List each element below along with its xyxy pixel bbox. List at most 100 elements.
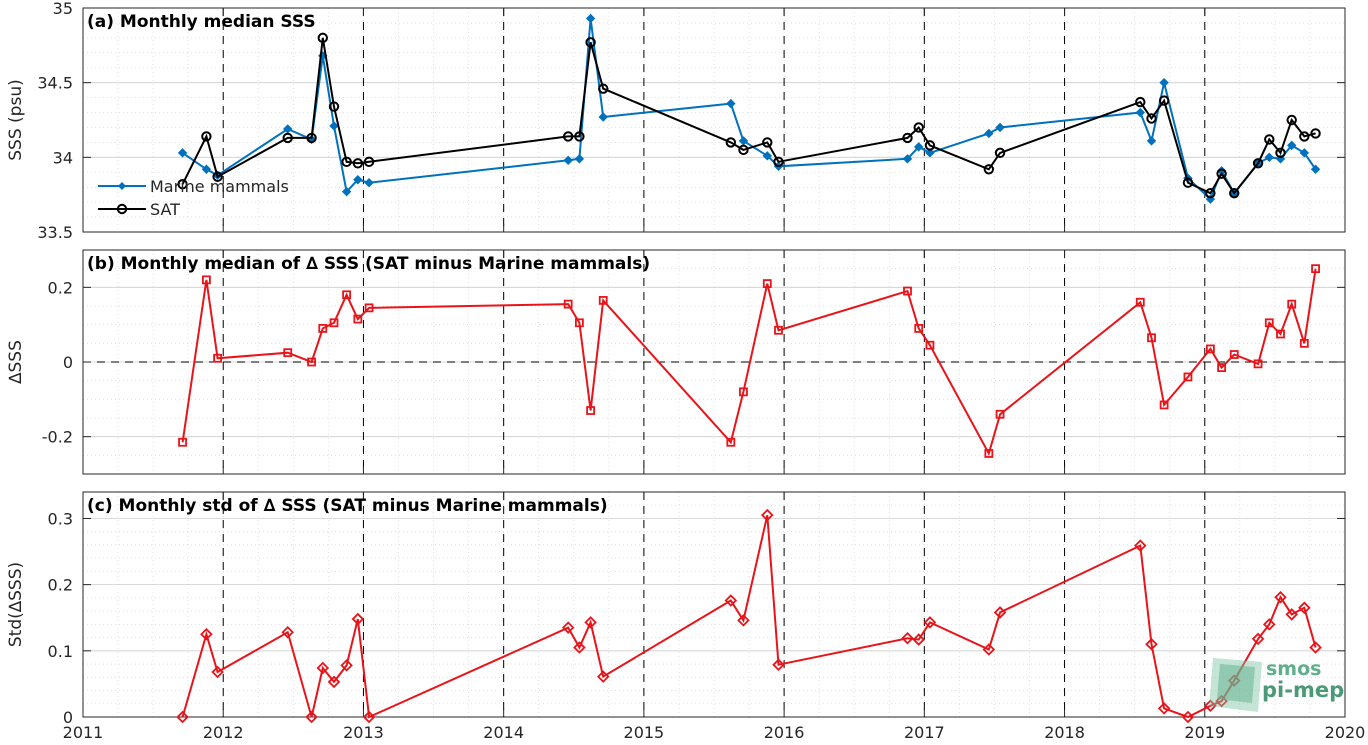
data-point: [351, 612, 365, 626]
logo-text-smos: smos: [1266, 658, 1321, 680]
axes-box: [82, 491, 1346, 718]
data-point: [213, 353, 223, 363]
data-point: [772, 658, 785, 671]
data-point: [902, 154, 913, 164]
data-point: [1276, 329, 1285, 339]
data-point: [317, 32, 328, 44]
data-point: [774, 325, 783, 335]
panel-title: (a) Monthly median SSS: [87, 12, 316, 32]
data-point: [903, 286, 912, 296]
data-point: [306, 132, 317, 144]
data-point: [177, 148, 188, 158]
y-axis-label: ∆SSS: [6, 340, 26, 385]
data-point: [352, 158, 364, 169]
legend-marker: [116, 203, 128, 215]
y-tick-label: 0: [63, 708, 73, 727]
y-tick-label: 0.1: [48, 642, 73, 661]
data-point: [994, 147, 1006, 159]
x-tick-label: 2015: [624, 723, 665, 742]
data-point: [1135, 96, 1146, 108]
data-point: [1182, 177, 1194, 188]
data-point: [739, 387, 748, 397]
y-tick-label: 0.3: [48, 509, 73, 528]
data-point: [762, 279, 772, 289]
data-point: [596, 670, 610, 683]
data-point: [1159, 77, 1169, 88]
data-point: [925, 340, 935, 350]
data-point: [1157, 702, 1171, 715]
y-tick-label: 35: [53, 0, 73, 18]
y-tick-label: -0.2: [42, 428, 73, 447]
data-point: [914, 142, 924, 152]
data-point: [318, 323, 328, 333]
data-point: [1181, 710, 1195, 724]
x-tick-label: 2016: [764, 723, 805, 742]
data-point: [1287, 299, 1297, 309]
legend-label: Marine mammals: [150, 177, 289, 196]
y-tick-label: 0.2: [48, 278, 73, 297]
data-point: [176, 710, 189, 724]
legend: Marine mammals SAT: [98, 177, 289, 219]
data-point: [316, 661, 330, 675]
series-line: [181, 37, 1316, 195]
data-point: [200, 628, 213, 641]
logo-text-pi-mep: pi-mep: [1262, 678, 1344, 702]
data-point: [1205, 187, 1216, 199]
data-point: [282, 132, 293, 144]
data-point: [913, 122, 924, 133]
data-point: [914, 323, 924, 333]
data-point: [1252, 158, 1264, 169]
data-point: [738, 144, 749, 156]
data-point: [1298, 601, 1311, 615]
data-point: [574, 318, 584, 328]
data-point: [1251, 632, 1265, 646]
data-point: [762, 151, 772, 161]
data-point: [585, 37, 596, 48]
data-point: [1204, 699, 1217, 713]
x-tick-label: 2020: [1325, 723, 1366, 742]
data-point: [363, 156, 375, 168]
panel-title: (c) Monthly std of ∆ SSS (SAT minus Mari…: [87, 496, 608, 516]
data-point: [353, 314, 363, 324]
data-point: [995, 122, 1005, 133]
x-tick-label: 2013: [343, 723, 384, 742]
data-point: [925, 148, 935, 158]
data-point: [923, 616, 937, 629]
data-point: [901, 631, 914, 645]
data-point: [329, 121, 339, 131]
data-point: [1299, 338, 1309, 348]
y-tick-label: 0.2: [48, 576, 73, 595]
data-point: [1146, 136, 1157, 146]
data-point: [307, 357, 316, 367]
data-point: [773, 156, 784, 168]
data-point: [1264, 318, 1274, 328]
x-tick-label: 2011: [63, 723, 104, 742]
y-tick-label: 34.5: [37, 74, 73, 93]
data-point: [1286, 114, 1297, 126]
data-point: [201, 131, 212, 142]
data-point: [1275, 147, 1286, 159]
smos-pi-mep-logo: smos pi-mep: [1209, 658, 1344, 712]
x-tick-label: 2019: [1184, 723, 1225, 742]
data-point: [1145, 637, 1158, 651]
data-point: [211, 665, 224, 679]
data-point: [1217, 363, 1227, 373]
data-point: [761, 508, 774, 522]
data-point: [737, 614, 750, 627]
panel-a-monthly-median-sss: 33.5 34 34.5 35 SSS (psu) (a) Monthly median …: [6, 0, 1346, 242]
data-point: [283, 348, 293, 358]
data-point: [995, 409, 1005, 419]
series-sat: [177, 32, 1321, 199]
data-point: [561, 621, 575, 634]
data-point: [1146, 113, 1157, 124]
data-point: [1310, 128, 1321, 139]
data-point: [1299, 148, 1310, 158]
data-point: [993, 606, 1007, 619]
panel-c-monthly-std-delta-sss: 2011 2012 2013 2014 2015 2016 2017 2018 2019 2020…: [6, 491, 1366, 742]
data-point: [902, 132, 913, 144]
data-point: [1135, 297, 1145, 307]
logo-inner-square-icon: [1217, 664, 1255, 703]
data-point: [726, 98, 736, 109]
data-point: [573, 641, 586, 654]
data-point: [281, 626, 294, 639]
